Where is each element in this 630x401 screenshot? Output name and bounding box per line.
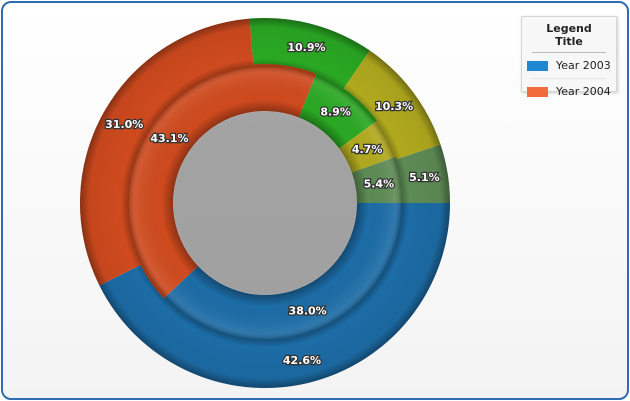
data-label: 42.6% bbox=[283, 354, 321, 367]
legend-label: Year 2003 bbox=[556, 59, 611, 72]
data-label: 5.1% bbox=[409, 171, 440, 184]
data-label: 4.7% bbox=[352, 143, 383, 156]
data-label: 10.9% bbox=[287, 41, 325, 54]
data-label: 5.4% bbox=[364, 178, 395, 191]
legend-divider bbox=[532, 78, 606, 79]
legend-title: Legend Title bbox=[532, 22, 606, 53]
data-label: 31.0% bbox=[105, 118, 143, 131]
legend-swatch bbox=[527, 60, 548, 71]
data-label: 43.1% bbox=[150, 132, 188, 145]
data-label: 10.3% bbox=[375, 100, 413, 113]
legend: Legend Title Year 2003 Year 2004 bbox=[521, 16, 617, 98]
legend-swatch bbox=[527, 86, 548, 97]
data-label: 38.0% bbox=[289, 304, 327, 317]
legend-item-year-2004[interactable]: Year 2004 bbox=[522, 79, 616, 104]
data-label: 8.9% bbox=[320, 106, 351, 119]
legend-label: Year 2004 bbox=[556, 85, 611, 98]
legend-item-year-2003[interactable]: Year 2003 bbox=[522, 53, 616, 78]
